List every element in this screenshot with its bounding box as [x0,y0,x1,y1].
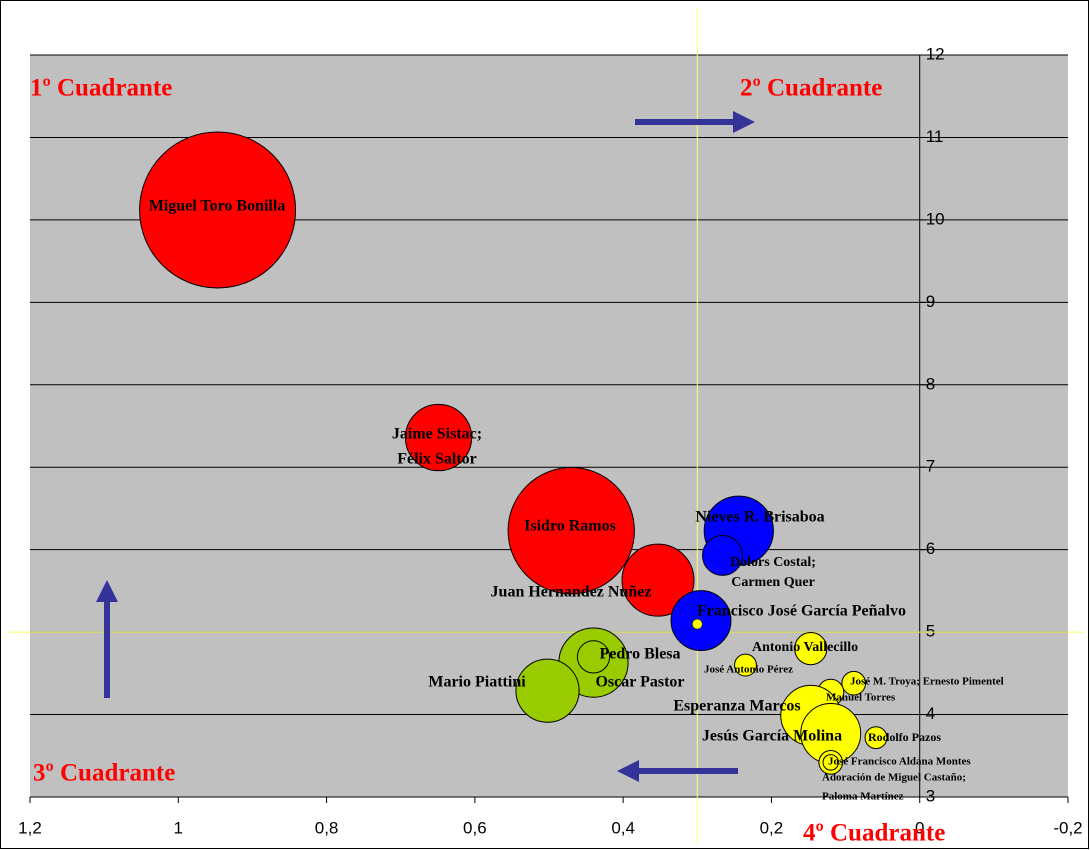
bubble [822,754,839,771]
bubble-label: José M. Troya; Ernesto Pimentel [850,676,1004,688]
bubble-label: Rodolfo Pazos [868,730,941,744]
y-tick-label: 7 [926,457,935,476]
quadrant-label: 2º Cuadrante [740,75,882,102]
bubble-label: Francisco José García Peñalvo [697,603,906,620]
bubble [507,467,635,595]
x-tick-label: 0,2 [760,818,784,837]
y-tick-label: 5 [926,622,935,641]
bubble [515,658,580,723]
crosshair-point [692,618,703,630]
quadrant-label: 1º Cuadrante [30,75,172,102]
bubble-label: Isidro Ramos [524,518,616,535]
bubble-label: Jesús García Molina [702,728,842,745]
x-tick-label: -0,2 [1053,818,1082,837]
quadrant-label: 3º Cuadrante [33,760,175,787]
y-tick-label: 6 [926,539,935,558]
bubble-label: José Francisco Aldana Montes [828,756,971,768]
bubble-label: Juan Hernandez Nuñez [491,584,652,601]
bubble-label: Pedro Blesa [599,646,680,663]
x-tick-label: 1 [174,818,183,837]
bubble-label: Oscar Pastor [595,674,684,691]
bubble-label: Antonio Vallecillo [752,640,858,655]
x-tick-label: 1,2 [18,818,42,837]
bubble [794,631,828,666]
bubble-label: Nieves R. Brisaboa [695,509,824,526]
y-tick-label: 4 [926,704,935,723]
bubble-label: Paloma Martínez [822,791,904,803]
x-tick-label: 0 [915,818,924,837]
bubble-label: Carmen Quer [731,575,815,590]
bubble-label: Miguel Toro Bonilla [149,198,286,215]
y-tick-label: 10 [926,209,945,228]
x-tick-label: 0,4 [611,818,635,837]
bubble-label: Félix Saltor [397,451,477,468]
bubble [576,640,611,674]
y-tick-label: 8 [926,374,935,393]
bubble [702,534,743,576]
y-tick-label: 9 [926,292,935,311]
quadrant-label: 4º Cuadrante [803,820,945,847]
x-tick-label: 0,8 [315,818,339,837]
bubble-label: Mario Piattini [428,674,526,691]
bubble [841,670,867,696]
bubble [864,726,888,750]
arrow-head [96,580,118,602]
bubble [139,131,297,289]
bubble-label: José Antonio Pérez [704,664,793,676]
bubble-label: Dolors Costal; [730,555,816,570]
bubble [621,543,695,617]
arrow-head [733,111,755,133]
bubble-label: Esperanza Marcos [673,698,800,715]
bubble [404,403,473,472]
bubble [734,653,757,677]
x-tick-label: 0,6 [463,818,487,837]
arrow-head [617,760,639,782]
bubble-label: Adoración de Miguel Castaño; [822,772,966,784]
y-tick-label: 3 [926,786,935,805]
bubble-label: Jaime Sistac; [392,426,482,443]
y-tick-label: 11 [926,127,944,146]
y-tick-label: 12 [926,44,945,63]
bubble-label: Manuel Torres [826,692,896,704]
